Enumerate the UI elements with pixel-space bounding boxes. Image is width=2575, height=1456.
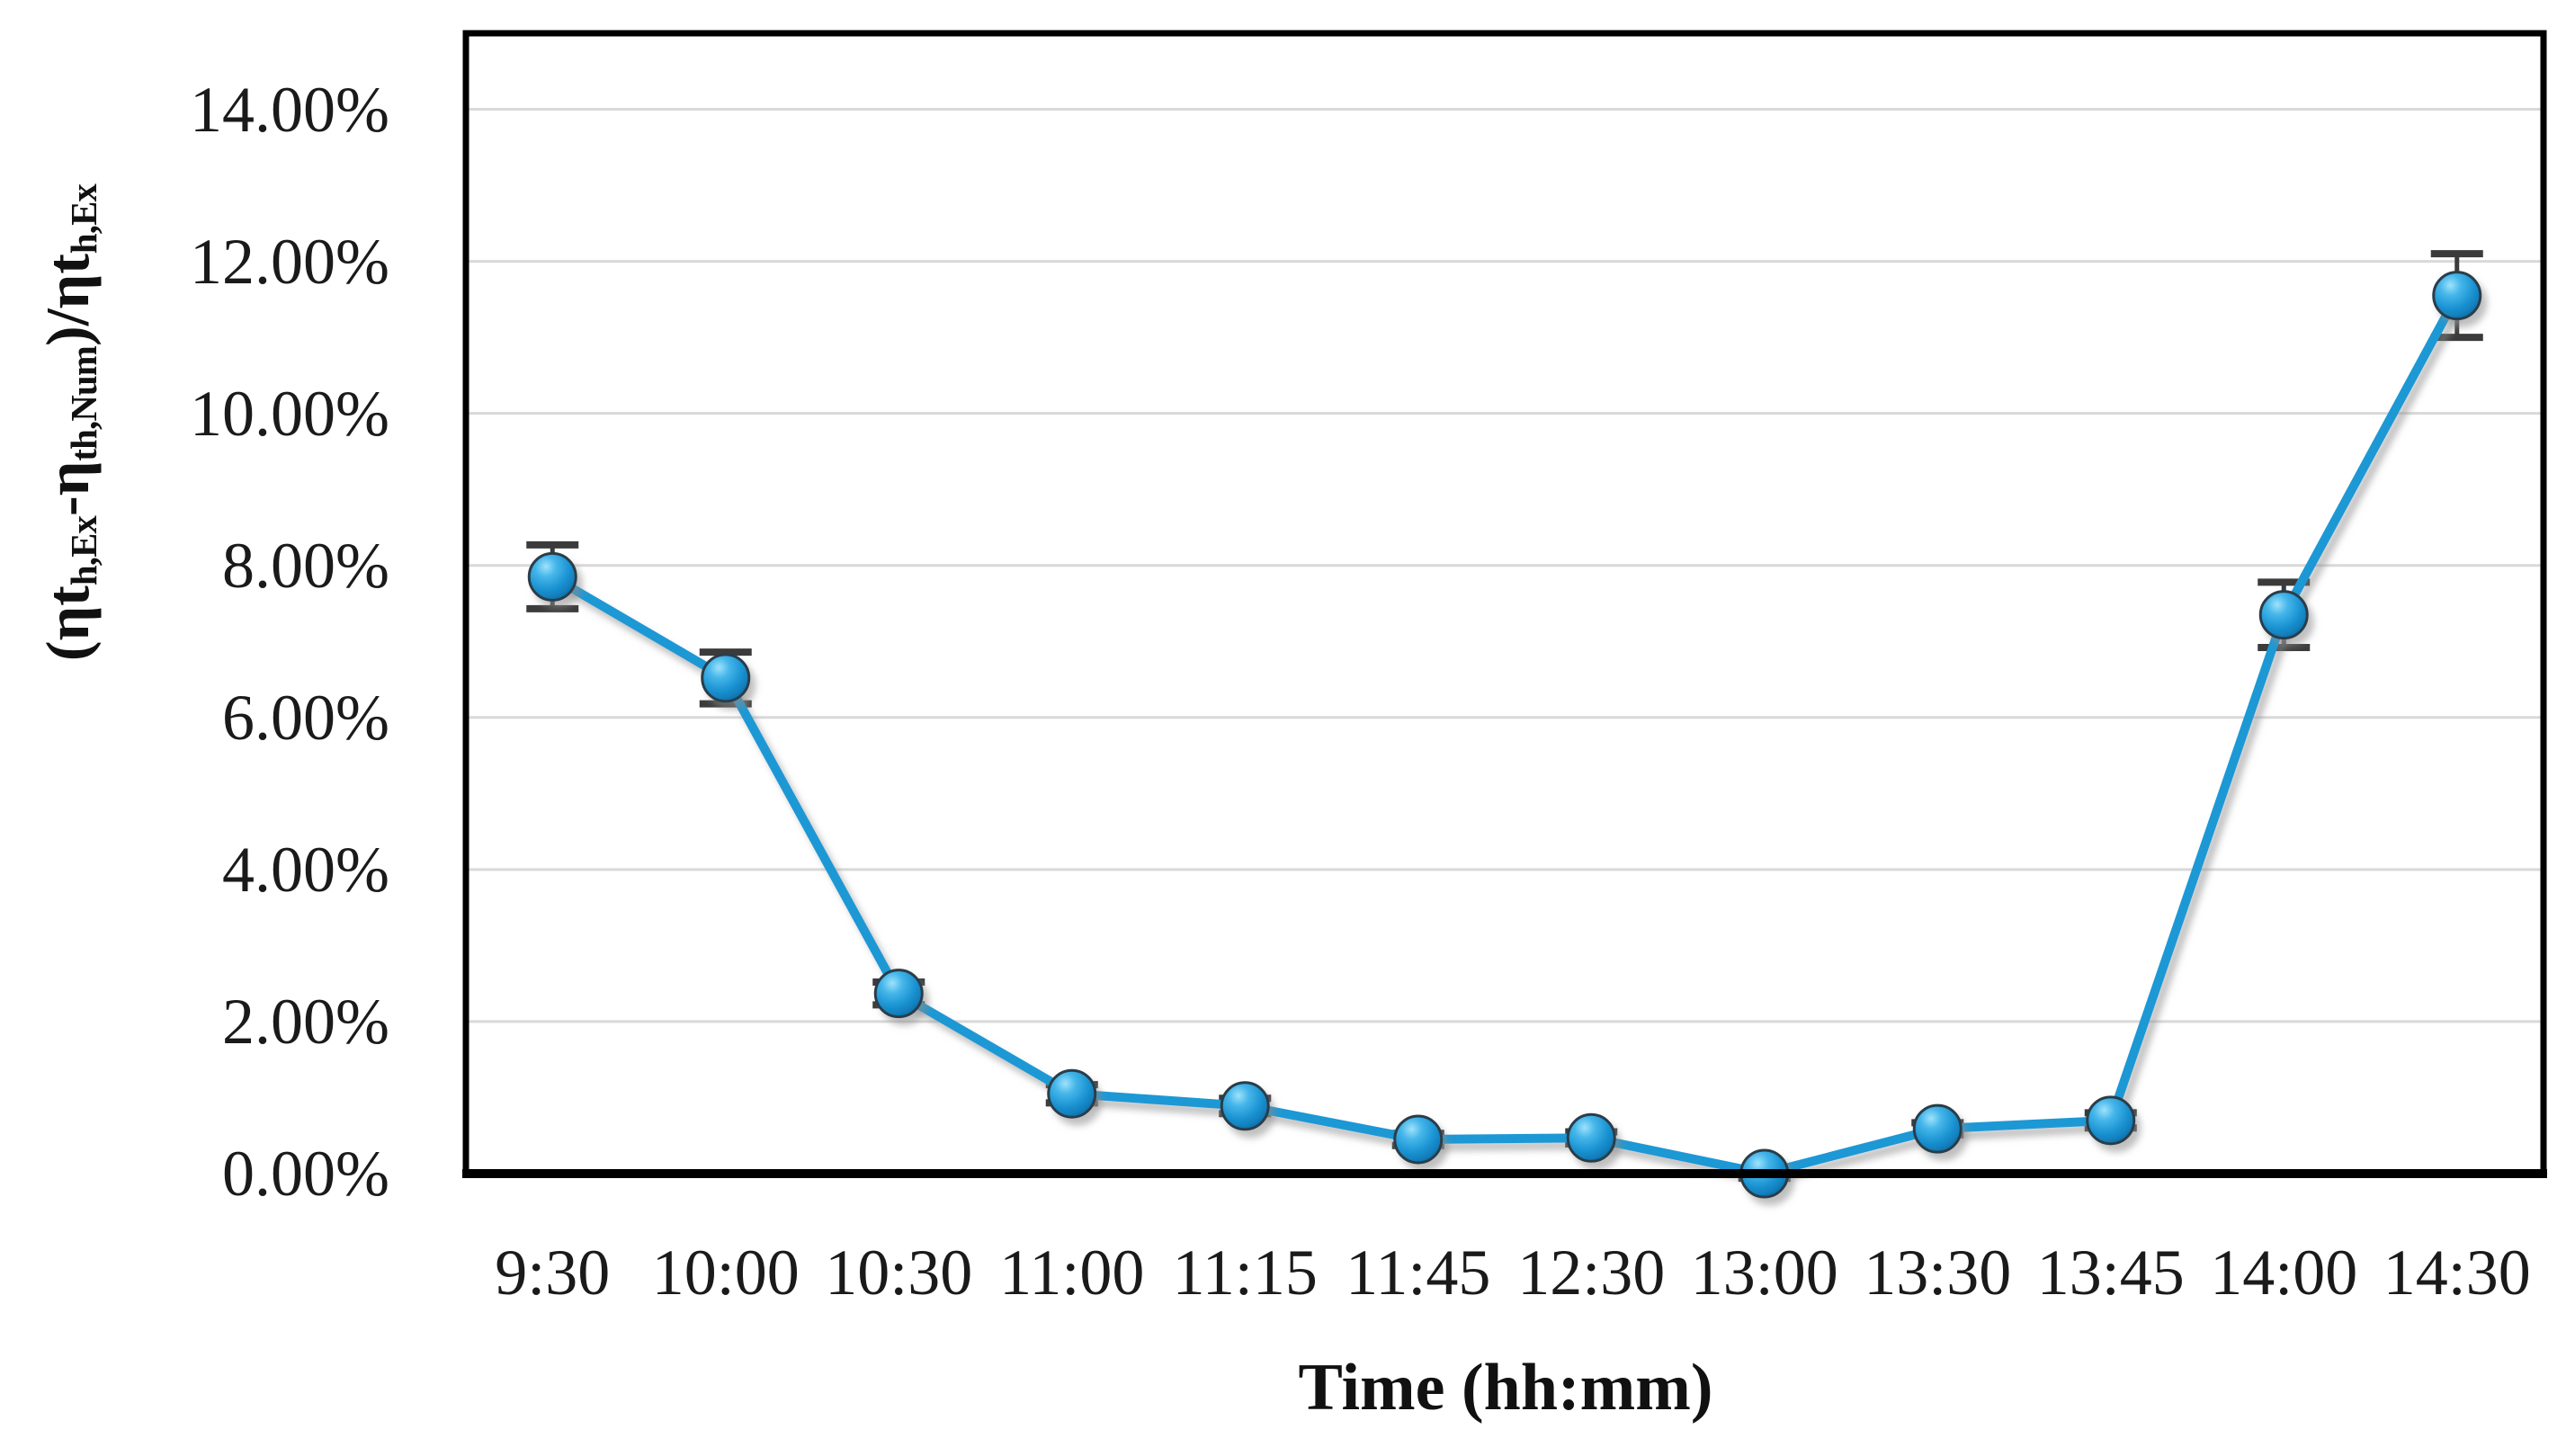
data-point-marker [1566, 1112, 1616, 1163]
y-tick-label: 6.00% [222, 681, 389, 754]
gridlines [466, 108, 2544, 1023]
y-axis-title-subscript: th,Num [63, 345, 104, 461]
x-tick-label: 13:45 [2036, 1237, 2185, 1309]
data-point-markers [527, 271, 2482, 1199]
x-tick-label: 14:30 [2383, 1237, 2531, 1309]
series-line [548, 290, 2462, 1178]
error-bars [526, 250, 2483, 1183]
data-point-marker [873, 969, 924, 1019]
data-point-marker [527, 551, 577, 602]
data-point-marker [1220, 1081, 1270, 1131]
data-point-marker [701, 653, 751, 703]
x-tick-label: 11:15 [1172, 1237, 1318, 1309]
plot-area-border [462, 30, 2547, 1177]
y-axis-title-text: )/ηt [33, 254, 102, 346]
y-tick-label: 12.00% [190, 225, 389, 298]
y-tick-label: 4.00% [222, 833, 389, 906]
x-tick-label: 10:30 [825, 1237, 973, 1309]
y-tick-label: 8.00% [222, 529, 389, 602]
x-tick-label: 14:00 [2210, 1237, 2358, 1309]
y-axis-title-subscript: h,Ex [63, 183, 104, 255]
plot-border [462, 30, 2547, 1178]
data-point-marker [1047, 1068, 1097, 1119]
y-tick-label: 2.00% [222, 985, 389, 1058]
y-axis-title-text: -η [33, 460, 102, 516]
y-axis-title-text: (ηt [33, 585, 102, 662]
x-tick-label: 13:30 [1864, 1237, 2012, 1309]
series-polyline [548, 290, 2462, 1178]
data-point-marker [2258, 590, 2309, 640]
data-point-marker [1912, 1103, 1963, 1154]
x-tick-label: 12:30 [1517, 1237, 1666, 1309]
x-tick-label: 10:00 [651, 1237, 800, 1309]
data-point-marker [2432, 271, 2482, 321]
x-axis-title: Time (hh:mm) [1298, 1351, 1713, 1425]
y-tick-label: 10.00% [190, 377, 389, 450]
x-tick-label: 9:30 [495, 1237, 611, 1309]
x-tick-label: 13:00 [1690, 1237, 1838, 1309]
x-tick-label: 11:00 [999, 1237, 1145, 1309]
x-tick-label: 11:45 [1346, 1237, 1491, 1309]
y-axis-title: (ηth,Ex-ηth,Num)/ηth,Ex [0, 0, 135, 962]
y-tick-label: 0.00% [222, 1138, 389, 1210]
y-axis-title-subscript: h,Ex [63, 515, 104, 586]
data-point-marker [1393, 1114, 1444, 1165]
data-point-marker [2086, 1095, 2136, 1146]
y-tick-label: 14.00% [190, 73, 389, 146]
